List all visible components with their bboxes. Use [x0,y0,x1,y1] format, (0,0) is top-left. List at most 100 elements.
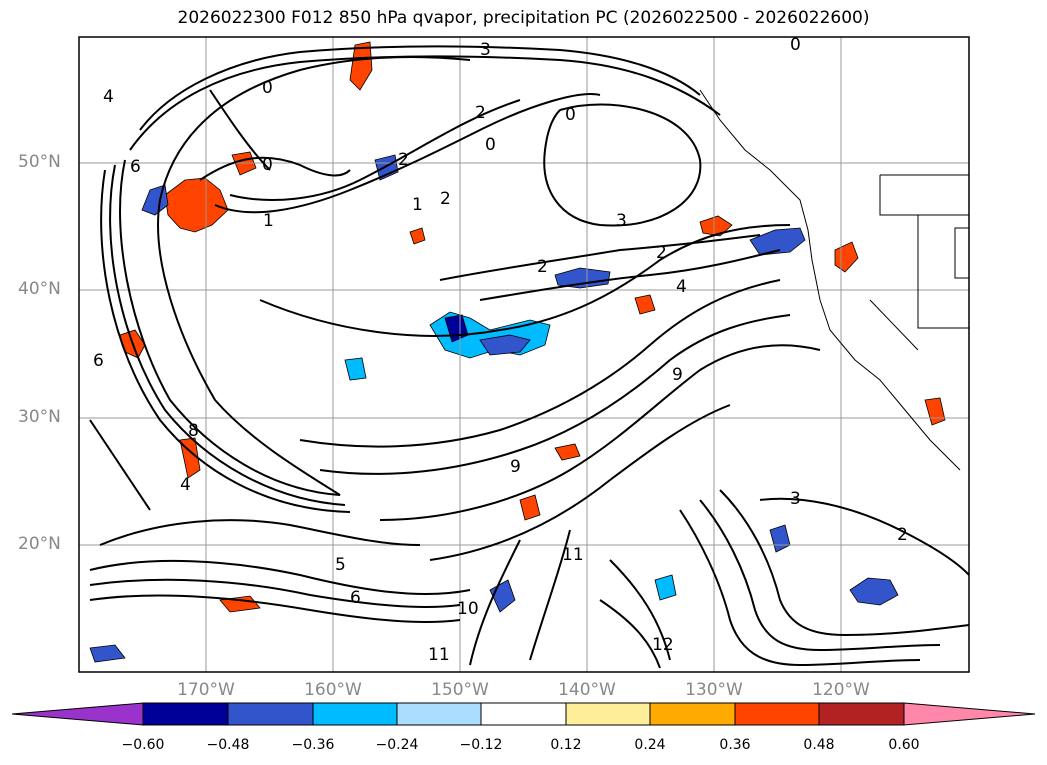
colorbar-tick-label: 0.48 [803,737,835,753]
precip-patch [349,41,373,91]
colorbar-segment [734,702,820,726]
contour-label: 9 [510,457,521,477]
coastline [699,89,961,471]
contour-label: 1 [263,211,274,231]
colorbar-segment [480,702,567,726]
colorbar-segment [396,702,482,726]
contour-line [139,45,701,131]
precip-patches [89,41,946,663]
map-title: 2026022300 F012 850 hPa qvapor, precipit… [177,8,870,28]
lat-label: 20°N [18,534,61,554]
contour-label: 6 [130,157,141,177]
contour-label: 0 [565,105,576,125]
contour-line [679,509,921,667]
contour-line [129,55,721,151]
contour-label: 2 [656,243,667,263]
contour-label: 3 [480,40,491,60]
contour-line [469,539,521,666]
lat-label: 30°N [18,407,61,427]
contour-line [439,234,761,281]
colorbar-tick-label: 0.12 [550,737,582,753]
contour-line [759,497,969,576]
colorbar-extend-high [903,702,1036,726]
contour-line [699,499,941,652]
precip-patch [769,524,791,553]
contour-line [89,594,461,623]
contour-label: 2 [398,150,409,170]
contour-line [89,559,471,596]
map-frame [78,36,970,673]
precip-patch [849,577,899,606]
precip-patch [554,443,581,461]
contour-line [259,224,791,337]
contour-line [529,529,571,661]
lon-label: 120°W [812,680,870,700]
contour-line [319,314,791,475]
state-border [869,174,969,351]
colorbar-segment [649,702,736,726]
colorbar-tick-label: −0.12 [459,737,503,753]
contour-line [199,156,351,181]
precip-patch [834,241,859,273]
colorbar-tick-label: 0.24 [634,737,666,753]
contour-label: 0 [262,78,273,98]
contour-label: 11 [428,645,450,665]
contour-line [209,89,271,171]
contour-label: 2 [897,525,908,545]
lon-label: 170°W [177,680,235,700]
precip-patch [409,227,426,245]
contour-line [214,93,601,214]
precip-patch [89,644,126,663]
contour-label: 6 [350,588,361,608]
contour-label: 10 [457,599,479,619]
colorbar-tick-label: 0.60 [888,737,920,753]
colorbar-segment [142,702,229,726]
precip-patch [699,215,733,237]
contour-label: 0 [790,35,801,55]
contour-label: 2 [440,189,451,209]
contour-label: 2 [475,103,486,123]
colorbar-segment [818,702,905,726]
lon-label: 160°W [304,680,362,700]
contour-line [89,419,151,511]
contour-label: 0 [262,155,273,175]
contour-line [479,249,781,301]
contour-line [99,519,421,546]
colorbar-tick-label: −0.60 [121,737,165,753]
colorbar-tick-label: −0.48 [206,737,250,753]
lat-label: 50°N [18,152,61,172]
contour-label: 1 [412,195,423,215]
colorbar-extend-low [11,702,144,726]
precip-patch [654,574,677,601]
contour-line [609,559,671,661]
colorbar-segment [312,702,398,726]
contour-label: 5 [335,555,346,575]
contour-label: 9 [672,365,683,385]
contour-line [719,489,969,637]
contour-line [299,279,781,448]
precip-patch [141,184,169,216]
contour-label: 3 [790,489,801,509]
contour-line [379,344,821,521]
contour-label: 4 [103,87,114,107]
lon-label: 140°W [558,680,616,700]
precip-patch [634,294,656,315]
contour-label: 4 [180,475,191,495]
contour-label: 3 [616,211,627,231]
contour-label: 8 [188,421,199,441]
contour-line [429,404,731,561]
lon-label: 150°W [431,680,489,700]
contour-line [543,103,702,227]
lat-label: 40°N [18,279,61,299]
colorbar-segment [227,702,314,726]
contour-label: 2 [537,257,548,277]
contour-line [119,56,471,496]
precip-patch [164,177,229,233]
precip-patch [519,494,541,521]
precip-patch [344,357,367,381]
coastlines [699,89,969,471]
colorbar-segment [565,702,651,726]
contour-line [89,578,461,608]
contour-line [599,599,661,669]
contour-label: 0 [485,135,496,155]
